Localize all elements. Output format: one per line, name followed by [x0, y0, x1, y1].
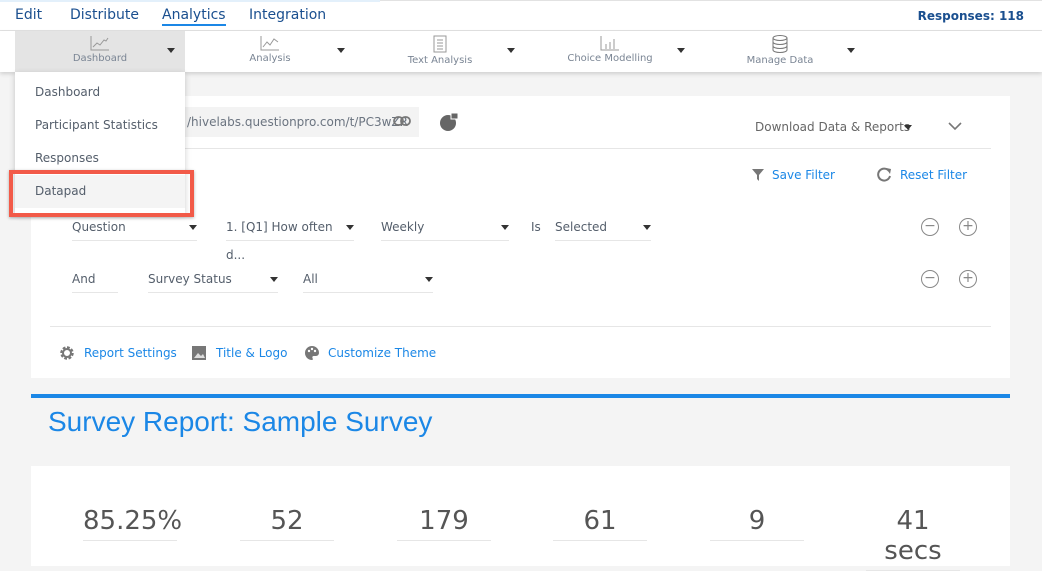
caret-down-icon [643, 225, 651, 230]
subnav-choice-modelling[interactable]: Choice Modelling [525, 31, 695, 72]
stat-completed: 52 [240, 506, 334, 541]
line-chart-icon [90, 36, 109, 51]
select-value: Question [72, 220, 126, 234]
stat-dropouts: 9 [710, 506, 804, 541]
remove-condition-icon[interactable]: − [921, 218, 939, 236]
chevron-down-icon[interactable] [948, 122, 962, 131]
add-condition-icon[interactable]: + [959, 270, 977, 288]
subnav-text-analysis[interactable]: Text Analysis [355, 31, 525, 72]
title-logo-link[interactable]: Title & Logo [216, 346, 288, 360]
subnav-label: Choice Modelling [567, 53, 653, 64]
filter-panel: /hivelabs.questionpro.com/t/PC3wZR Downl… [31, 96, 1010, 378]
dashboard-dropdown-menu: Dashboard Participant Statistics Respons… [15, 72, 185, 213]
subnav-label: Manage Data [746, 55, 814, 66]
customize-theme-link[interactable]: Customize Theme [328, 346, 437, 360]
document-icon [433, 35, 447, 53]
stats-panel: 85.25% 52 179 61 9 41 secs [31, 466, 1010, 571]
stat-started: 61 [553, 506, 647, 541]
divider [50, 326, 991, 327]
report-title: Survey Report: Sample Survey [48, 406, 433, 437]
download-data-reports[interactable]: Download Data & Reports [755, 120, 911, 134]
select-value: Selected [555, 220, 608, 234]
subnav-label: Text Analysis [407, 55, 473, 66]
filter-field-select[interactable]: Question [72, 213, 197, 241]
top-accent-line [0, 0, 380, 2]
select-value: Weekly [381, 220, 425, 234]
subnav-label: Analysis [249, 53, 291, 64]
caret-down-icon[interactable] [677, 48, 685, 53]
subnav-label: Dashboard [72, 53, 128, 64]
nav-distribute[interactable]: Distribute [70, 7, 139, 23]
stat-completion-rate: 85.25% [83, 506, 182, 541]
filter-icon [752, 169, 764, 181]
caret-down-icon[interactable] [167, 48, 175, 53]
select-value: 1. [Q1] How often d... [226, 220, 333, 262]
divider [50, 148, 991, 149]
gear-icon [60, 346, 74, 360]
nav-integration[interactable]: Integration [249, 7, 327, 23]
caret-down-icon [501, 225, 509, 230]
menu-item-participant-statistics[interactable]: Participant Statistics [35, 118, 158, 132]
operator-label: Is [531, 220, 541, 234]
caret-down-icon[interactable] [904, 125, 912, 130]
subnav-dashboard[interactable]: Dashboard [15, 31, 185, 72]
responses-count: Responses: 118 [917, 9, 1024, 23]
database-icon [772, 35, 788, 53]
scatter-chart-icon [260, 36, 279, 51]
nav-edit[interactable]: Edit [15, 7, 43, 23]
bar-chart-icon [600, 36, 619, 51]
subnav-analysis[interactable]: Analysis [185, 31, 355, 72]
select-value: All [303, 272, 318, 286]
answer-select[interactable]: Weekly [381, 213, 509, 241]
caret-down-icon [425, 277, 433, 282]
subnav-manage-data[interactable]: Manage Data [695, 31, 865, 72]
menu-item-datapad[interactable]: Datapad [15, 175, 185, 208]
conjunction-select[interactable]: And [72, 265, 118, 293]
save-filter-button[interactable]: Save Filter [772, 168, 835, 182]
reset-filter-button[interactable]: Reset Filter [900, 168, 968, 182]
caret-down-icon [346, 225, 354, 230]
caret-down-icon [270, 277, 278, 282]
link-icon[interactable] [393, 115, 411, 127]
menu-item-responses[interactable]: Responses [35, 151, 99, 165]
survey-status-select[interactable]: Survey Status [148, 265, 278, 293]
caret-down-icon[interactable] [337, 48, 345, 53]
menu-item-dashboard[interactable]: Dashboard [35, 85, 101, 99]
status-value-select[interactable]: All [303, 265, 433, 293]
report-title-bar [31, 394, 1010, 398]
caret-down-icon [189, 225, 197, 230]
image-icon [192, 346, 206, 360]
globe-lock-icon[interactable] [439, 112, 459, 132]
top-nav: Edit Distribute Analytics Integration Re… [0, 0, 1042, 31]
stat-average-time: 41 secs [866, 506, 960, 571]
select-value: And [72, 272, 96, 286]
reset-icon [877, 167, 891, 182]
palette-icon [305, 346, 319, 360]
highlight-box [9, 170, 194, 217]
remove-condition-icon[interactable]: − [921, 270, 939, 288]
survey-url-field[interactable]: /hivelabs.questionpro.com/t/PC3wZR [184, 107, 419, 137]
select-value: Survey Status [148, 272, 232, 286]
add-condition-icon[interactable]: + [959, 218, 977, 236]
question-select[interactable]: 1. [Q1] How often d... [226, 213, 354, 262]
stat-viewed: 179 [397, 506, 491, 541]
nav-analytics[interactable]: Analytics [162, 7, 226, 26]
sub-nav: Dashboard Analysis Text Analysis Choice … [0, 31, 1042, 72]
caret-down-icon[interactable] [847, 48, 855, 53]
caret-down-icon[interactable] [507, 48, 515, 53]
report-settings-link[interactable]: Report Settings [84, 346, 177, 360]
state-select[interactable]: Selected [555, 213, 651, 241]
